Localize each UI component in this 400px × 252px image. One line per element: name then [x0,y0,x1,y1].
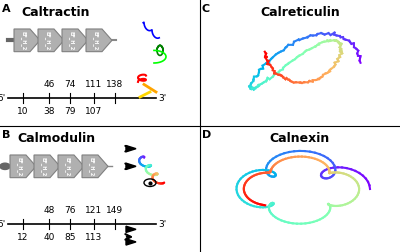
Polygon shape [126,146,136,152]
Text: EF_H_2: EF_H_2 [92,31,98,50]
Text: 107: 107 [85,107,102,116]
Polygon shape [58,155,84,178]
Text: EF_H_2: EF_H_2 [20,31,26,50]
Text: Calmodulin: Calmodulin [17,132,95,145]
Text: Calnexin: Calnexin [270,132,330,145]
Text: 46: 46 [44,80,55,89]
Polygon shape [82,155,108,178]
Text: 138: 138 [106,80,123,89]
Text: 85: 85 [64,233,76,242]
Text: C: C [202,4,210,14]
Polygon shape [86,29,112,52]
Text: 79: 79 [64,107,76,116]
Polygon shape [34,155,60,178]
Text: A: A [2,4,11,14]
Polygon shape [126,239,136,245]
Text: 48: 48 [44,206,55,215]
Text: Caltractin: Caltractin [22,6,90,19]
Text: 111: 111 [85,80,102,89]
Text: EF_H_2: EF_H_2 [88,157,94,176]
Text: 5': 5' [0,94,6,103]
Text: EF_H_2: EF_H_2 [16,157,22,176]
Text: EF_H_2: EF_H_2 [44,31,50,50]
Text: Calreticulin: Calreticulin [260,6,340,19]
Text: B: B [2,130,10,140]
Polygon shape [14,29,40,52]
Text: 5': 5' [0,220,6,229]
Text: 3': 3' [158,220,166,229]
Polygon shape [38,29,64,52]
Text: 74: 74 [64,80,76,89]
Text: EF_H_2: EF_H_2 [64,157,70,176]
Text: 76: 76 [64,206,76,215]
Text: 113: 113 [85,233,102,242]
Text: EF_H_2: EF_H_2 [40,157,46,176]
Text: 12: 12 [17,233,28,242]
Text: 149: 149 [106,206,123,215]
Polygon shape [126,163,136,169]
Text: 3': 3' [158,94,166,103]
Polygon shape [126,226,136,232]
Text: 121: 121 [85,206,102,215]
Text: EF_H_2: EF_H_2 [68,31,74,50]
Text: 40: 40 [44,233,55,242]
Polygon shape [62,29,88,52]
Polygon shape [10,155,36,178]
Text: D: D [202,130,211,140]
Text: 10: 10 [17,107,28,116]
Text: 38: 38 [44,107,55,116]
Circle shape [0,163,10,169]
